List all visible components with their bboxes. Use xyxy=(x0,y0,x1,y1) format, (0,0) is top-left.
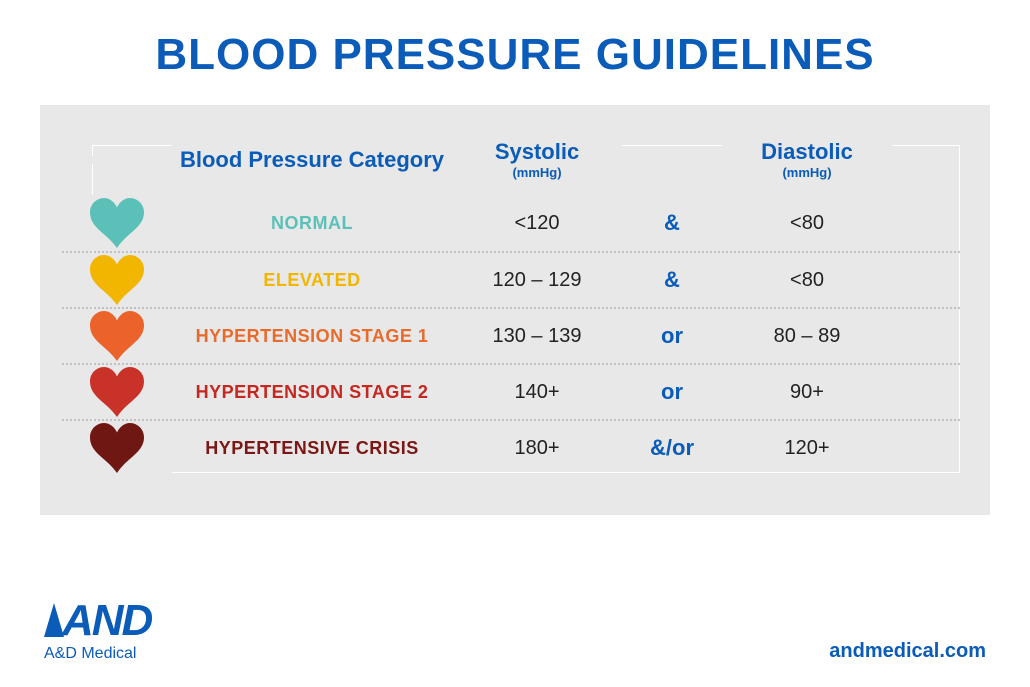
systolic-cell: 130 – 139 xyxy=(452,325,622,348)
logo-main-text: AND xyxy=(44,599,151,643)
heart-cell xyxy=(62,365,172,419)
diastolic-cell: 80 – 89 xyxy=(722,325,892,348)
systolic-cell: 120 – 129 xyxy=(452,269,622,292)
header-diastolic: Diastolic (mmHg) xyxy=(722,135,892,185)
connector-cell: or xyxy=(622,379,722,405)
table-panel: Blood Pressure Category Systolic (mmHg) … xyxy=(40,105,990,515)
heart-icon xyxy=(90,255,144,305)
heart-cell xyxy=(62,421,172,475)
systolic-cell: 140+ xyxy=(452,381,622,404)
heart-cell xyxy=(62,309,172,363)
footer: AND A&D Medical andmedical.com xyxy=(40,599,990,667)
table-row: HYPERTENSION STAGE 2140+or90+ xyxy=(62,363,960,419)
connector-cell: or xyxy=(622,323,722,349)
connector-cell: & xyxy=(622,267,722,293)
header-diastolic-unit: (mmHg) xyxy=(728,165,886,181)
heart-cell xyxy=(62,195,172,251)
diastolic-cell: 120+ xyxy=(722,437,892,460)
category-cell: ELEVATED xyxy=(172,270,452,291)
table-header-row: Blood Pressure Category Systolic (mmHg) … xyxy=(62,125,960,195)
header-systolic-label: Systolic xyxy=(495,139,579,164)
diastolic-cell: 90+ xyxy=(722,381,892,404)
header-category: Blood Pressure Category xyxy=(172,143,452,177)
category-cell: HYPERTENSION STAGE 1 xyxy=(172,326,452,347)
header-systolic-unit: (mmHg) xyxy=(458,165,616,181)
table-row: HYPERTENSIVE CRISIS180+&/or120+ xyxy=(62,419,960,475)
table-row: HYPERTENSION STAGE 1130 – 139or80 – 89 xyxy=(62,307,960,363)
connector-cell: & xyxy=(622,210,722,236)
table-body: NORMAL<120&<80ELEVATED120 – 129&<80HYPER… xyxy=(62,195,960,475)
table-row: NORMAL<120&<80 xyxy=(62,195,960,251)
diastolic-cell: <80 xyxy=(722,212,892,235)
header-diastolic-label: Diastolic xyxy=(761,139,853,164)
bp-table: Blood Pressure Category Systolic (mmHg) … xyxy=(62,125,960,475)
heart-icon xyxy=(90,423,144,473)
connector-cell: &/or xyxy=(622,435,722,461)
site-url: andmedical.com xyxy=(829,640,986,663)
infographic-container: BLOOD PRESSURE GUIDELINES Blood Pressure… xyxy=(0,0,1030,687)
table-row: ELEVATED120 – 129&<80 xyxy=(62,251,960,307)
header-category-label: Blood Pressure Category xyxy=(180,147,444,172)
category-cell: HYPERTENSIVE CRISIS xyxy=(172,438,452,459)
systolic-cell: 180+ xyxy=(452,437,622,460)
systolic-cell: <120 xyxy=(452,212,622,235)
heart-cell xyxy=(62,253,172,307)
logo-sub-text: A&D Medical xyxy=(44,645,151,663)
logo-main-label: AND xyxy=(62,596,151,645)
category-cell: NORMAL xyxy=(172,213,452,234)
brand-logo: AND A&D Medical xyxy=(44,599,151,663)
heart-icon xyxy=(90,367,144,417)
header-systolic: Systolic (mmHg) xyxy=(452,135,622,185)
logo-triangle-icon xyxy=(44,603,64,637)
heart-icon xyxy=(90,198,144,248)
diastolic-cell: <80 xyxy=(722,269,892,292)
category-cell: HYPERTENSION STAGE 2 xyxy=(172,382,452,403)
header-connector-spacer xyxy=(622,156,722,164)
header-spacer xyxy=(62,156,172,164)
page-title: BLOOD PRESSURE GUIDELINES xyxy=(40,30,990,80)
heart-icon xyxy=(90,311,144,361)
